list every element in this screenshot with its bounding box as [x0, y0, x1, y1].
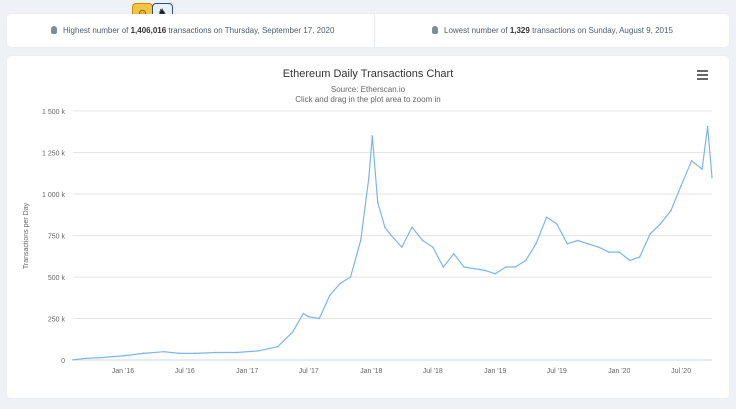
series-group	[72, 125, 713, 361]
data-point	[178, 352, 181, 355]
y-tick-label: 1 000 k	[42, 192, 65, 199]
data-point	[215, 351, 217, 354]
lowest-prefix: Lowest number of	[444, 26, 510, 35]
data-point	[318, 317, 321, 320]
data-point	[711, 176, 713, 179]
x-tick-label: Jul '19	[547, 368, 567, 375]
data-point	[473, 267, 476, 270]
data-point	[555, 223, 558, 225]
data-point	[545, 216, 548, 219]
data-point	[649, 233, 651, 235]
data-point	[706, 125, 709, 128]
data-point	[302, 312, 305, 315]
data-point	[122, 355, 124, 357]
data-point	[194, 352, 197, 355]
data-point	[670, 209, 672, 212]
data-point	[72, 358, 74, 361]
highest-stat: Highest number of 1,406,016 transactions…	[51, 14, 334, 47]
data-point	[101, 356, 104, 359]
data-point	[659, 223, 662, 225]
data-point	[597, 246, 600, 248]
x-tick-label: Jul '18	[423, 368, 443, 375]
data-point	[525, 259, 527, 262]
highest-suffix: transactions on Thursday, September 17, …	[166, 26, 335, 35]
highest-prefix: Highest number of	[63, 26, 131, 35]
data-point	[535, 243, 537, 245]
data-point	[638, 256, 641, 258]
chart-subtitle-source: Source: Etherscan.io	[331, 85, 406, 94]
hamburger-menu-icon[interactable]	[697, 70, 708, 80]
data-point	[690, 160, 693, 162]
lowest-value: 1,329	[509, 26, 530, 35]
data-point	[453, 252, 455, 255]
x-tick-label: Jul '17	[299, 368, 319, 375]
chart-card	[7, 56, 729, 398]
y-axis-label: Transactions per Day	[23, 202, 30, 269]
data-point	[307, 316, 310, 318]
data-point	[494, 272, 497, 275]
data-point	[463, 266, 465, 268]
data-point	[163, 350, 165, 353]
y-tick-label: 250 k	[48, 317, 66, 324]
x-tick-label: Jan '17	[236, 368, 258, 375]
y-tick-label: 500 k	[48, 275, 66, 282]
lowest-suffix: transactions on Sunday, August 9, 2015	[529, 26, 673, 35]
data-point	[411, 226, 413, 228]
stats-bar: Highest number of 1,406,016 transactions…	[7, 14, 729, 47]
data-point	[291, 330, 294, 333]
data-point	[235, 351, 238, 354]
data-point	[587, 243, 589, 245]
data-point	[680, 184, 682, 187]
data-point	[376, 201, 379, 204]
data-point	[577, 239, 579, 242]
data-point	[566, 243, 569, 245]
stats-divider	[374, 14, 375, 47]
y-tick-label: 750 k	[48, 234, 66, 241]
chart-title: Ethereum Daily Transactions Chart	[283, 68, 454, 80]
data-point	[339, 282, 341, 285]
x-tick-label: Jan '20	[608, 368, 630, 375]
data-point	[257, 350, 259, 352]
data-point	[371, 135, 374, 137]
data-point	[142, 352, 145, 355]
data-point	[421, 239, 424, 242]
y-tick-label: 1 250 k	[42, 151, 65, 158]
data-point	[504, 266, 507, 268]
data-point	[514, 266, 517, 268]
data-point	[368, 176, 370, 179]
series-line	[72, 126, 713, 361]
data-point	[607, 251, 610, 253]
x-tick-label: Jan '18	[360, 368, 382, 375]
lightbulb-icon	[432, 26, 438, 34]
y-tick-label: 1 500 k	[42, 109, 65, 116]
x-tick-label: Jul '20	[671, 368, 691, 375]
highest-value: 1,406,016	[130, 26, 167, 35]
data-point	[390, 234, 393, 237]
grid-lines	[73, 110, 712, 361]
data-point	[442, 266, 445, 268]
lowest-stat: Lowest number of 1,329 transactions on S…	[432, 14, 673, 47]
data-point	[431, 246, 434, 248]
data-point	[359, 239, 362, 242]
data-point	[329, 294, 331, 297]
data-point	[277, 345, 279, 348]
data-point	[628, 259, 631, 262]
data-point	[483, 269, 486, 272]
y-tick-label: 0	[61, 358, 65, 365]
x-tick-label: Jul '16	[175, 368, 195, 375]
x-axis-ticks: Jan '16 Jul '16 Jan '17 Jul '17 Jan '18 Jul '…	[112, 368, 691, 375]
lightbulb-icon	[51, 26, 57, 34]
data-point	[384, 226, 386, 228]
x-tick-label: Jan '16	[112, 368, 134, 375]
x-tick-label: Jan '19	[484, 368, 506, 375]
data-point	[85, 357, 88, 360]
data-point	[618, 251, 621, 253]
data-point	[701, 168, 703, 170]
data-point	[349, 276, 352, 278]
data-point	[401, 246, 403, 248]
chart-subtitle-zoom-hint: Click and drag in the plot area to zoom …	[295, 95, 440, 104]
y-axis-ticks: 0 250 k 500 k 750 k 1 000 k 1 250 k 1 500 k	[42, 109, 65, 365]
